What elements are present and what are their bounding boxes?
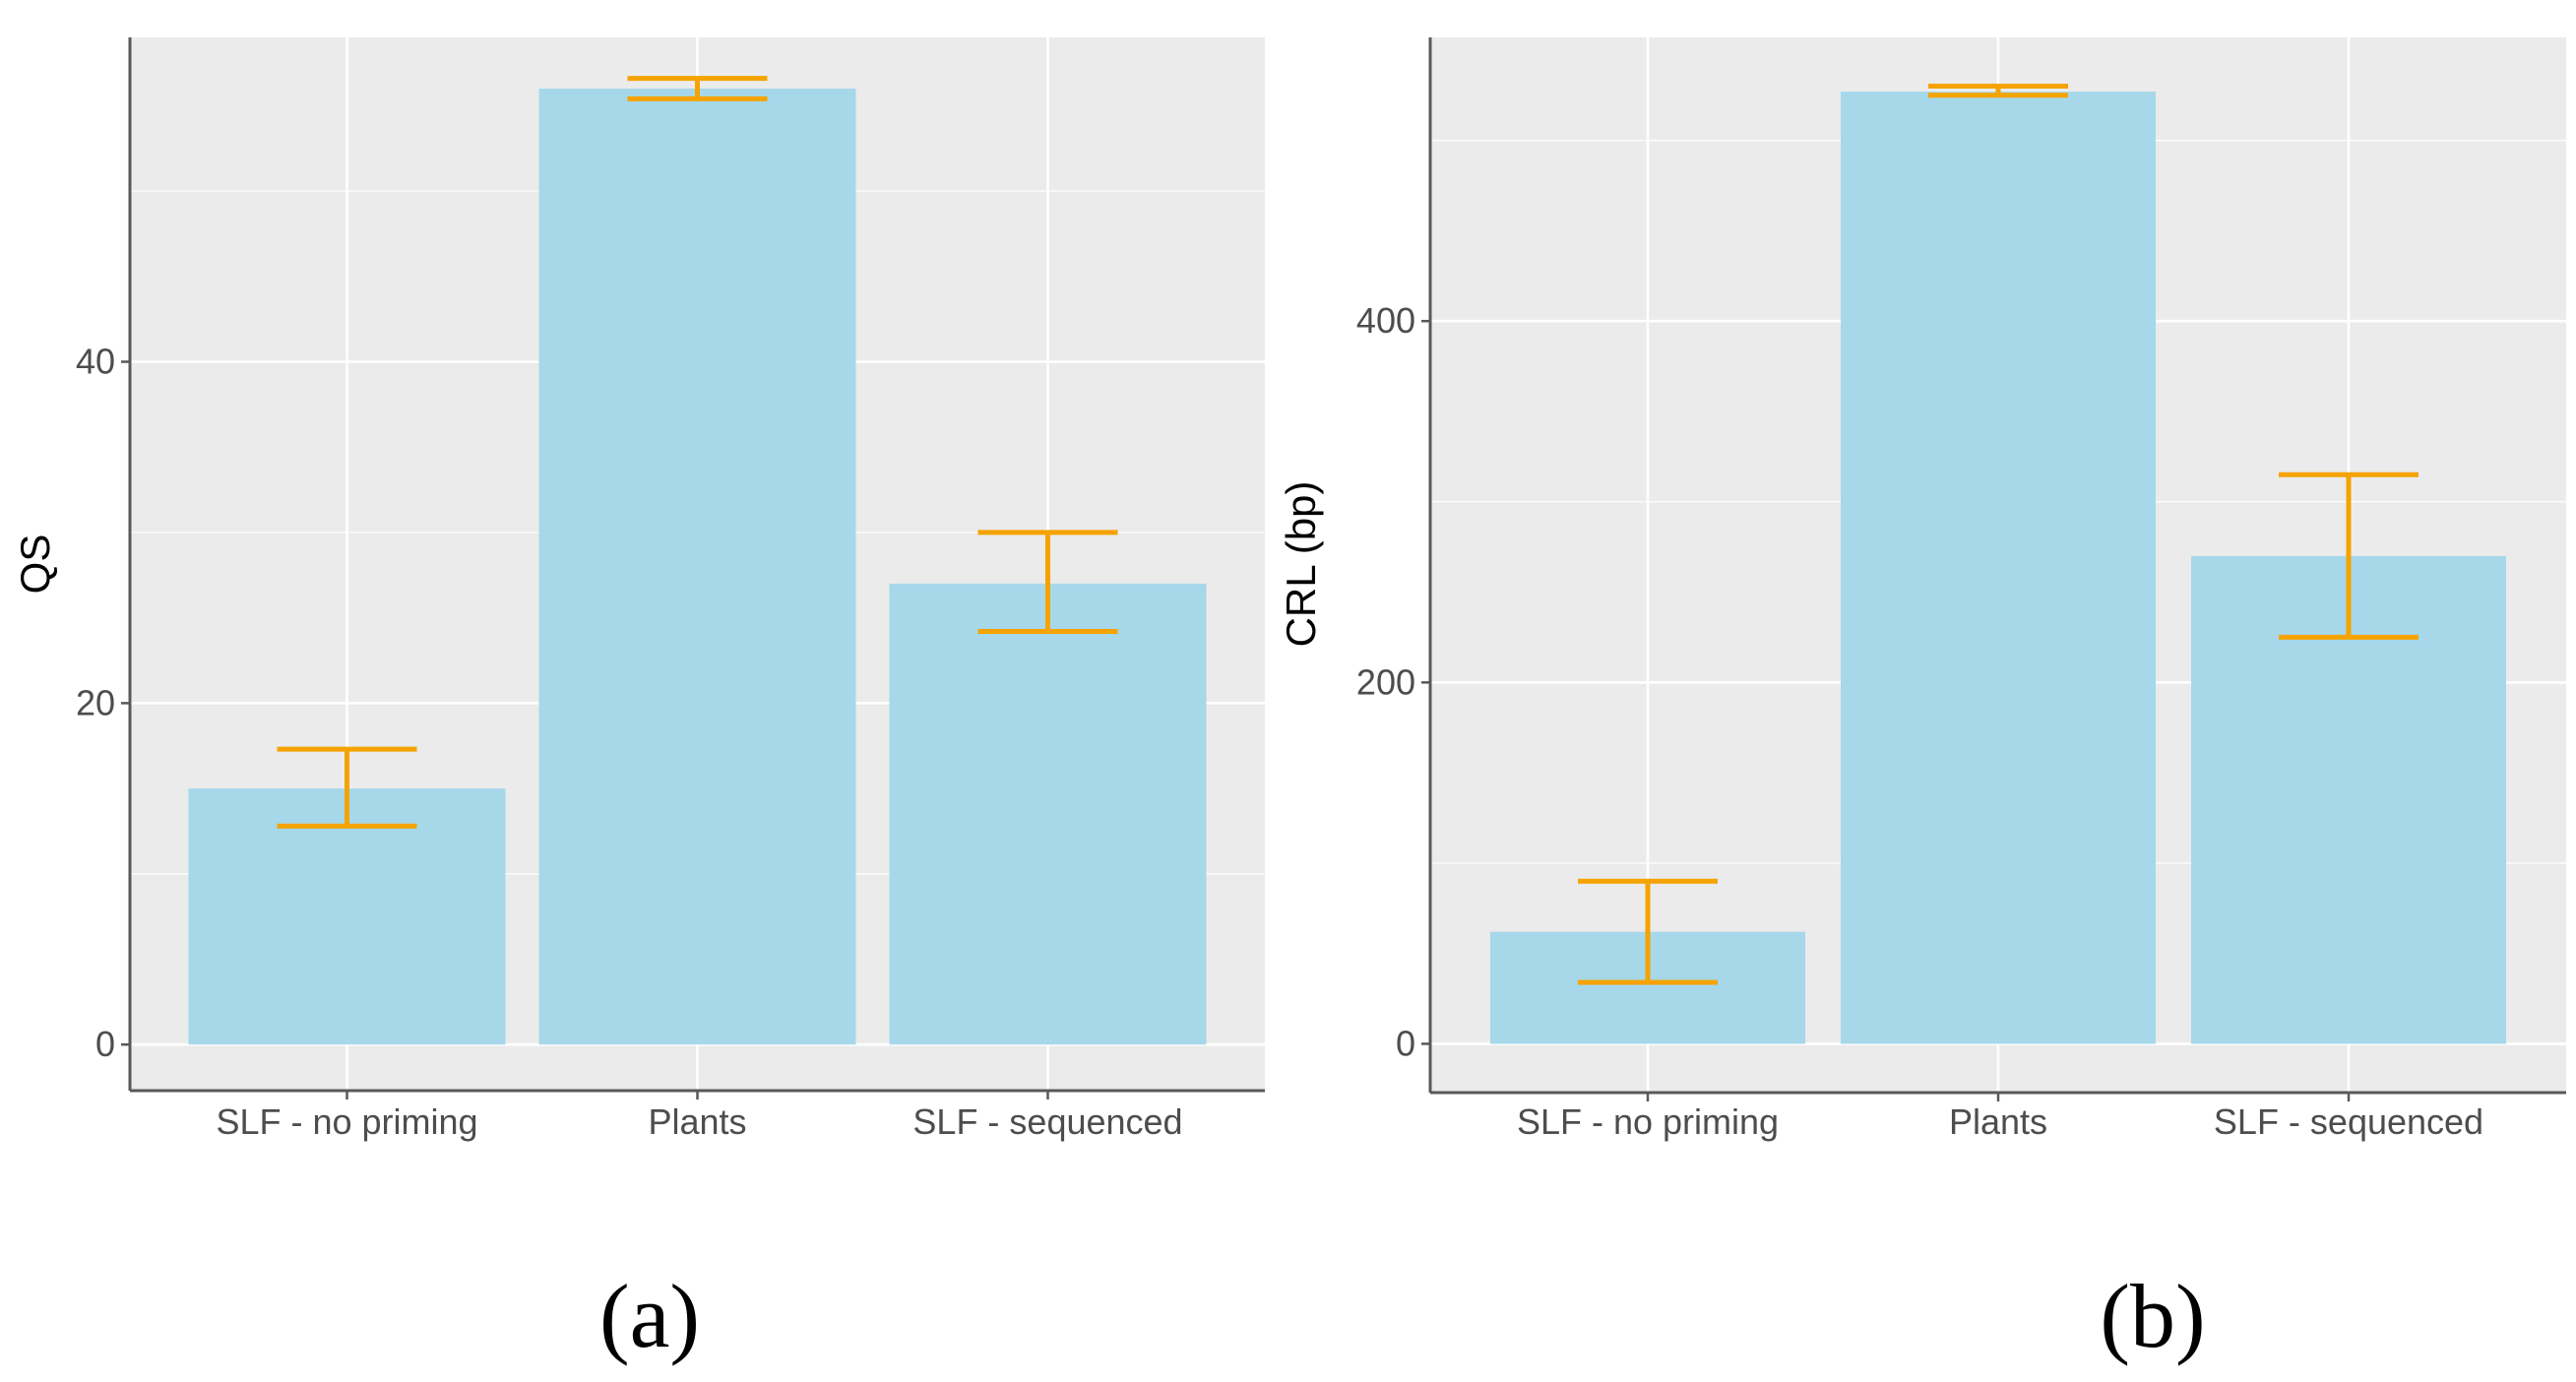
bar-1 xyxy=(188,788,506,1045)
x-tick-label: SLF - sequenced xyxy=(912,1101,1182,1142)
y-axis-title: CRL (bp) xyxy=(1278,481,1324,648)
y-axis-title: QS xyxy=(12,534,58,595)
bar-3 xyxy=(889,583,1207,1045)
error-bar-2 xyxy=(627,76,768,101)
bar-2 xyxy=(1841,92,2156,1044)
panel-label: (a) xyxy=(599,1266,700,1366)
panel-label: (b) xyxy=(2100,1266,2205,1366)
y-tick-label: 40 xyxy=(76,341,115,381)
chart-panel-a: 0 20 40 SLF - no priming Plants SLF - sequenc… xyxy=(12,37,1265,1366)
error-bar-3 xyxy=(2279,471,2419,640)
y-tick-label: 20 xyxy=(76,682,115,722)
y-tick-label: 0 xyxy=(95,1024,115,1064)
y-tick-label: 200 xyxy=(1356,661,1415,702)
y-tick-label: 400 xyxy=(1356,300,1415,341)
error-bar-3 xyxy=(977,530,1118,635)
x-tick-label: SLF - no priming xyxy=(1517,1101,1779,1142)
x-tick-label: Plants xyxy=(648,1101,746,1142)
error-bar-2 xyxy=(1928,84,2068,98)
y-tick-label: 0 xyxy=(1396,1023,1415,1063)
chart-panel-b: 0 200 400 SLF - no priming Plants SLF - seque… xyxy=(1278,37,2566,1366)
x-tick-label: SLF - sequenced xyxy=(2214,1101,2483,1142)
x-tick-label: SLF - no priming xyxy=(216,1101,477,1142)
error-bar-1 xyxy=(1578,878,1718,985)
x-tick-label: Plants xyxy=(1949,1101,2047,1142)
bar-2 xyxy=(538,89,856,1045)
error-bar-1 xyxy=(277,746,417,829)
